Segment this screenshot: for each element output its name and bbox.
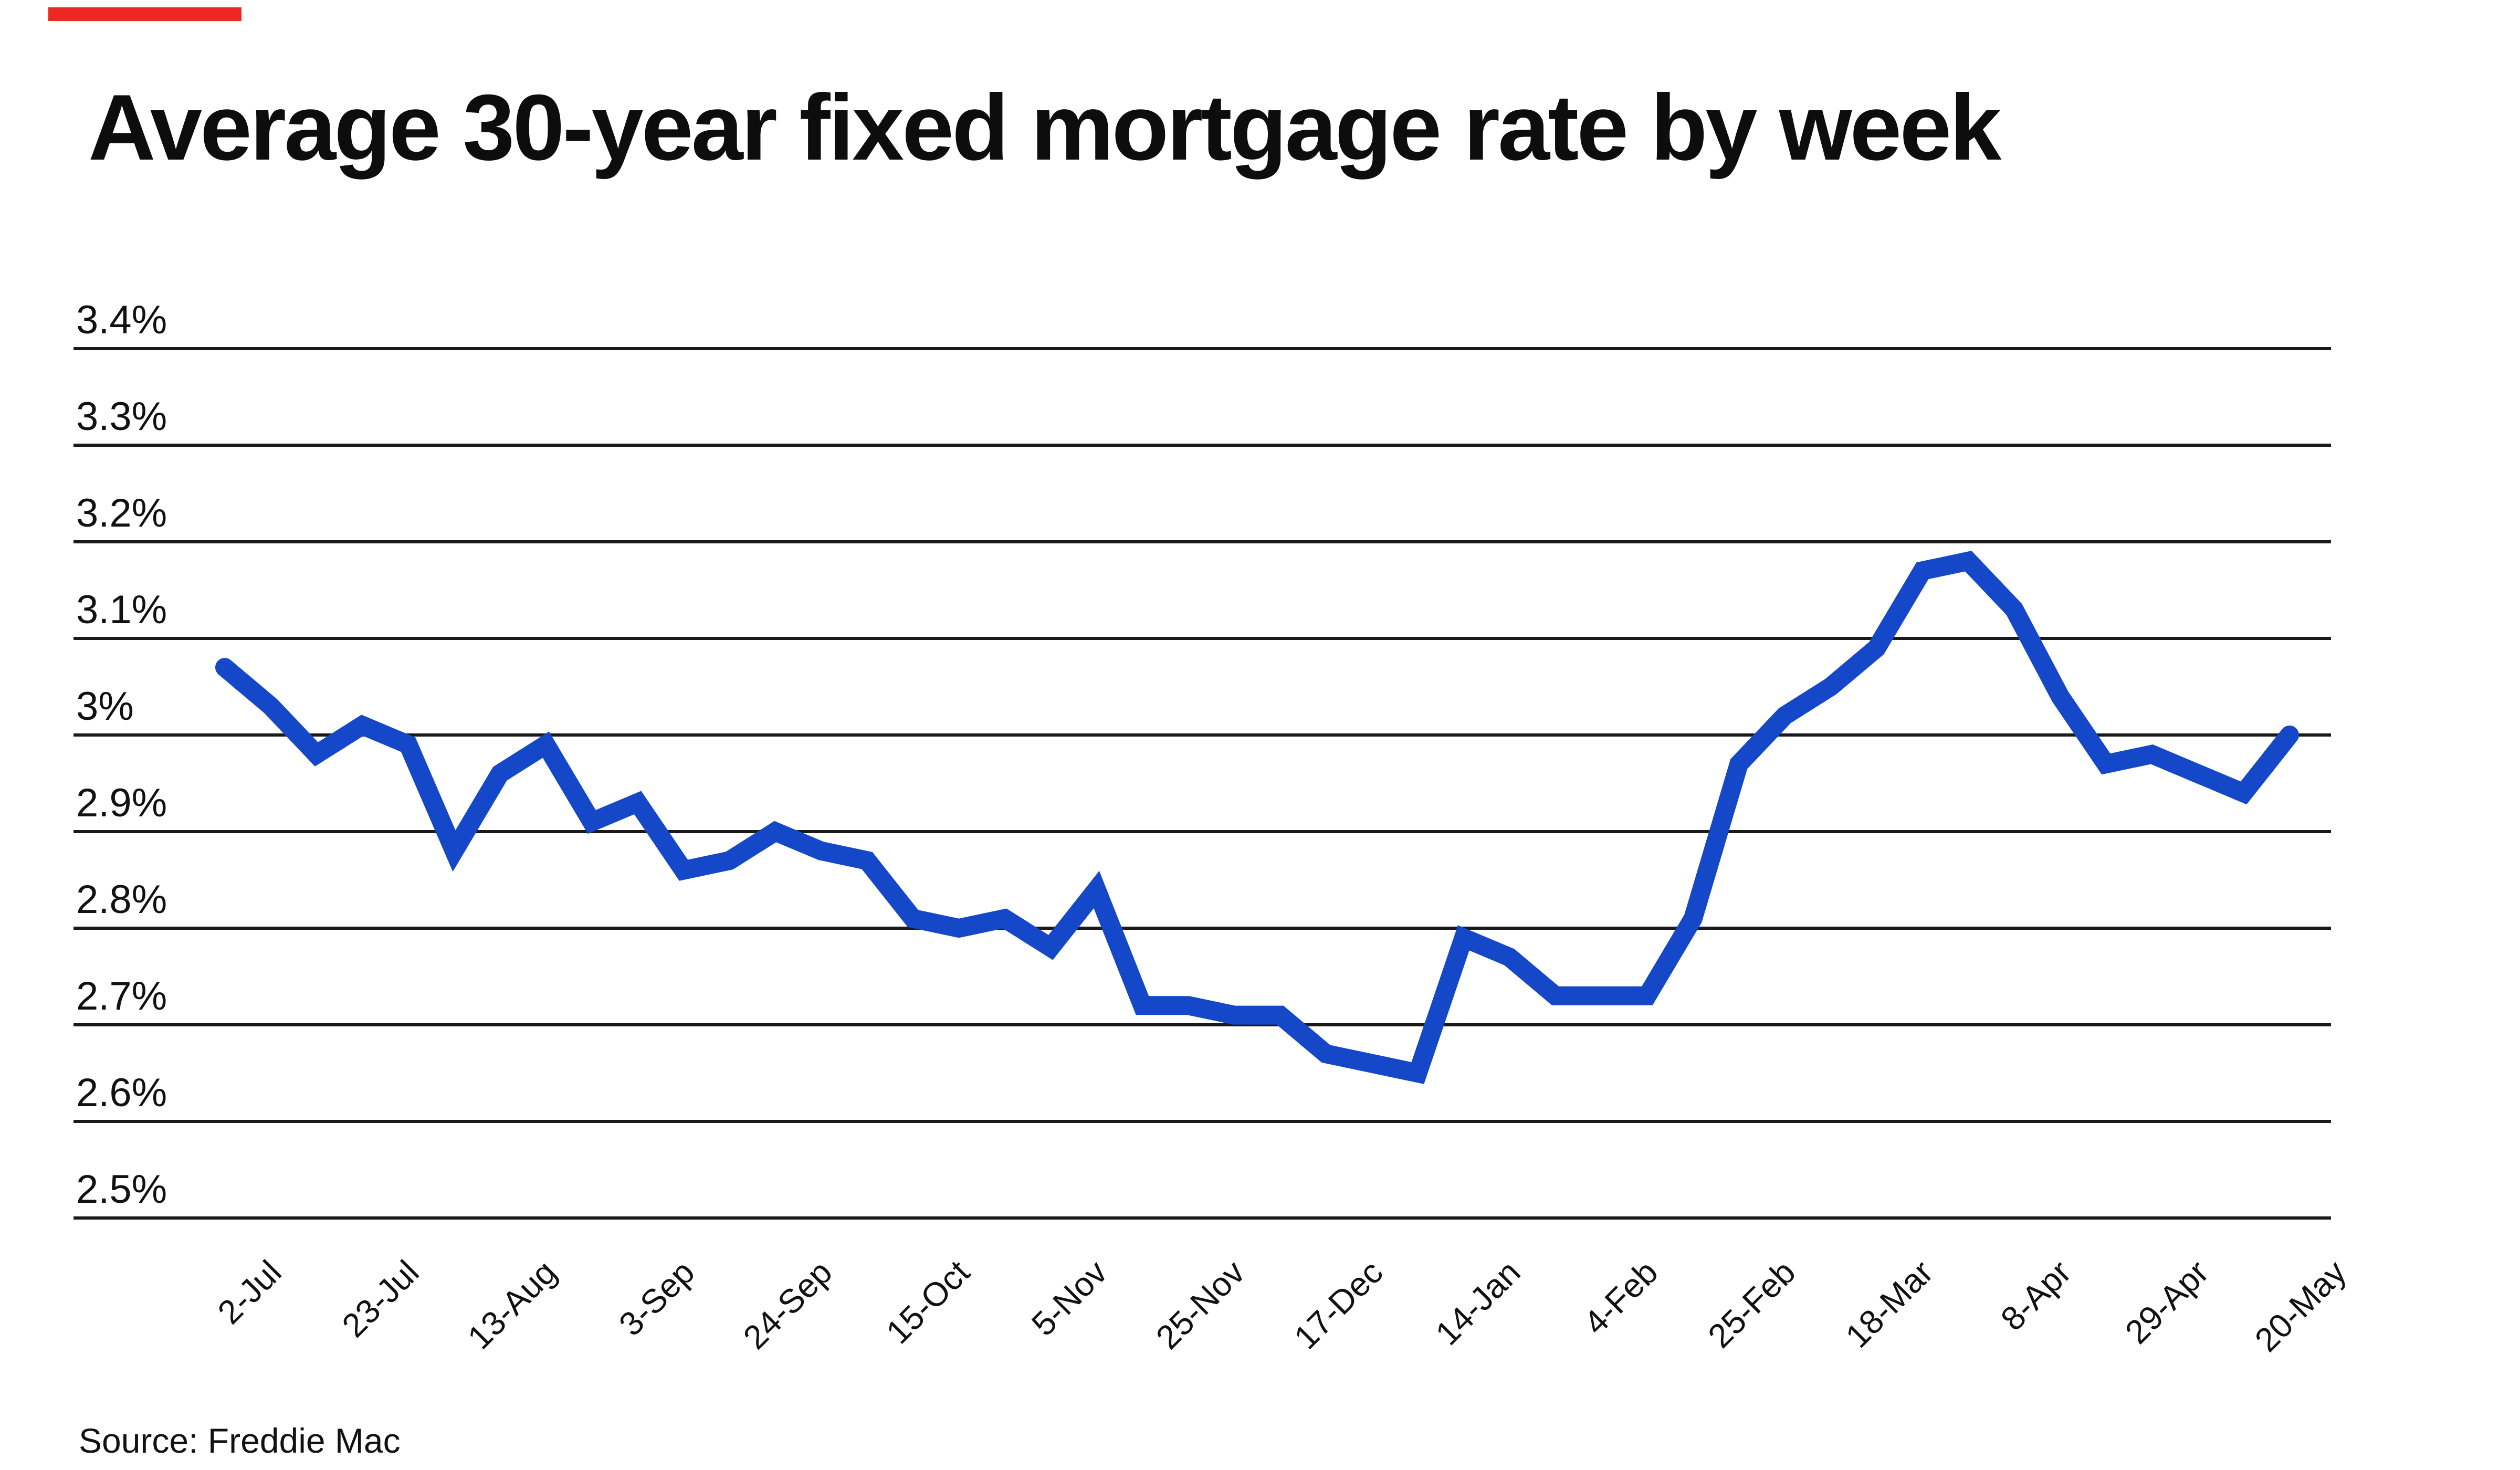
- gridline: [74, 540, 2331, 543]
- plot-area: [74, 347, 2331, 1220]
- gridline: [74, 347, 2331, 350]
- gridline: [74, 733, 2331, 737]
- y-axis-label: 2.6%: [76, 1070, 167, 1115]
- y-axis-label: 3.1%: [76, 587, 167, 632]
- gridline: [74, 637, 2331, 640]
- brand-red-rule: [48, 7, 242, 21]
- y-axis-label: 3.3%: [76, 394, 167, 439]
- mortgage-rate-series: [215, 551, 2299, 1084]
- gridline: [74, 1120, 2331, 1123]
- line-chart: [215, 551, 2299, 1084]
- y-axis-label: 3.4%: [76, 298, 167, 342]
- gridline: [74, 444, 2331, 447]
- chart-title: Average 30-year fixed mortgage rate by w…: [88, 75, 2001, 180]
- gridline: [74, 1216, 2331, 1220]
- gridline: [74, 1023, 2331, 1026]
- source-label: Source: Freddie Mac: [79, 1421, 401, 1460]
- y-axis-label: 2.7%: [76, 974, 167, 1018]
- gridline: [74, 830, 2331, 833]
- y-axis-label: 2.5%: [76, 1167, 167, 1212]
- gridline: [74, 927, 2331, 930]
- y-axis-label: 3.2%: [76, 491, 167, 536]
- y-axis-label: 2.8%: [76, 877, 167, 922]
- y-axis-label: 2.9%: [76, 781, 167, 825]
- y-axis-label: 3%: [76, 684, 134, 729]
